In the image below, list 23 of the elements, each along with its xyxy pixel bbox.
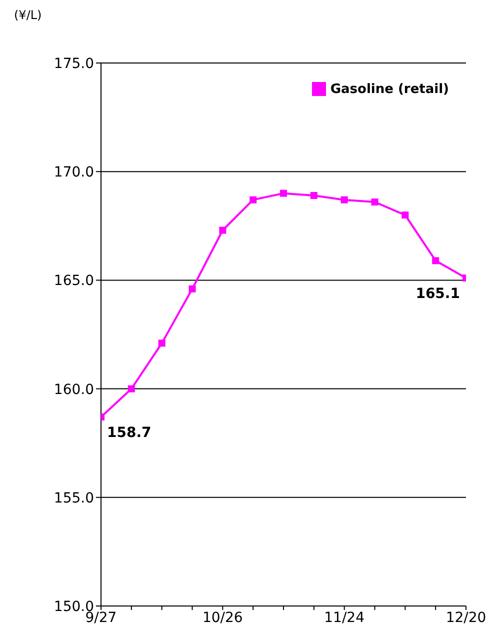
x-tick-label: 11/24 — [324, 610, 365, 626]
data-label: 165.1 — [416, 286, 460, 302]
point — [310, 192, 318, 199]
y-tick-label: 160.0 — [54, 382, 94, 398]
point — [128, 385, 135, 392]
point — [280, 190, 287, 197]
y-tick-label: 170.0 — [54, 164, 94, 181]
point — [371, 198, 378, 206]
point — [250, 196, 257, 204]
data-label: 158.7 — [107, 425, 152, 442]
y-tick-label: 165.0 — [54, 273, 94, 290]
legend-label: Gasoline (retail) — [330, 82, 449, 97]
point — [188, 285, 196, 292]
point — [219, 226, 226, 234]
point — [432, 257, 440, 264]
y-axis-title: (¥/L) — [14, 8, 42, 22]
y-tick-label: 175.0 — [54, 56, 94, 72]
x-tick-label: 12/20 — [446, 610, 486, 626]
y-tick-label: 155.0 — [54, 490, 94, 506]
x-tick-label: 10/26 — [202, 610, 243, 626]
point — [402, 212, 409, 219]
point — [158, 340, 166, 347]
point — [340, 196, 348, 204]
